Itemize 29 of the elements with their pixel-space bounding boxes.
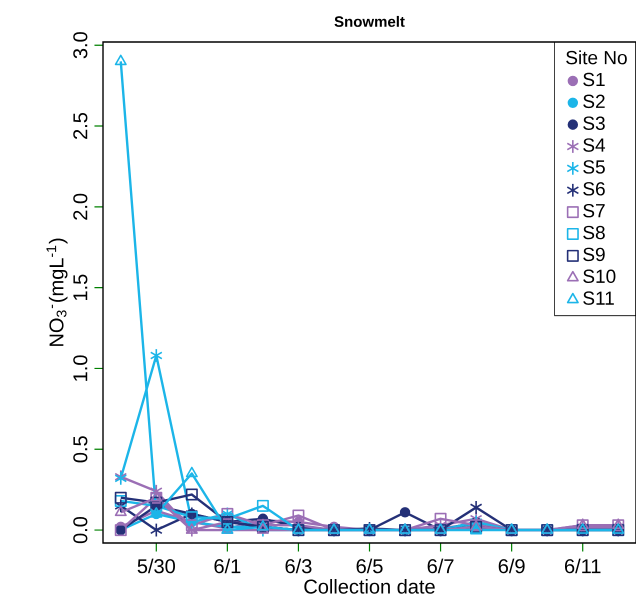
- legend-label: S4: [583, 138, 606, 152]
- y-tick-label: 1.5: [73, 274, 88, 300]
- y-tick-label: 2.5: [73, 112, 88, 139]
- legend-label: S10: [583, 270, 616, 284]
- y-tick-label: 0.0: [73, 516, 88, 544]
- legend-label: S3: [583, 116, 605, 130]
- y-tick-label: 1.0: [73, 355, 88, 381]
- legend-label: S5: [583, 160, 605, 174]
- y-tick-label: 3.0: [73, 32, 88, 58]
- legend-label: S7: [583, 204, 605, 218]
- y-tick-label: 0.5: [73, 436, 88, 462]
- x-tick-label: 6/9: [498, 558, 525, 574]
- y-tick-label: 2.0: [73, 194, 88, 220]
- y-axis-title: NO$_{3}$$^{-}$(mgL$^{-1}$): [46, 238, 68, 346]
- legend-label: S11: [583, 291, 614, 305]
- legend-label: S1: [583, 72, 605, 86]
- legend-label: S2: [583, 94, 605, 108]
- x-tick-label: 6/5: [356, 558, 383, 574]
- legend-label: S6: [583, 182, 605, 196]
- x-axis-title: Collection date: [304, 579, 435, 594]
- x-tick-label: 6/11: [564, 558, 600, 574]
- x-tick-label: 6/7: [428, 558, 454, 574]
- x-tick-label: 6/1: [214, 558, 240, 574]
- legend-title: Site No: [566, 50, 627, 64]
- legend-label: S9: [583, 248, 605, 262]
- x-tick-label: 6/3: [286, 558, 312, 574]
- x-tick-label: 5/30: [138, 558, 175, 574]
- legend-label: S8: [583, 226, 605, 240]
- chart-title: Snowmelt: [334, 16, 405, 27]
